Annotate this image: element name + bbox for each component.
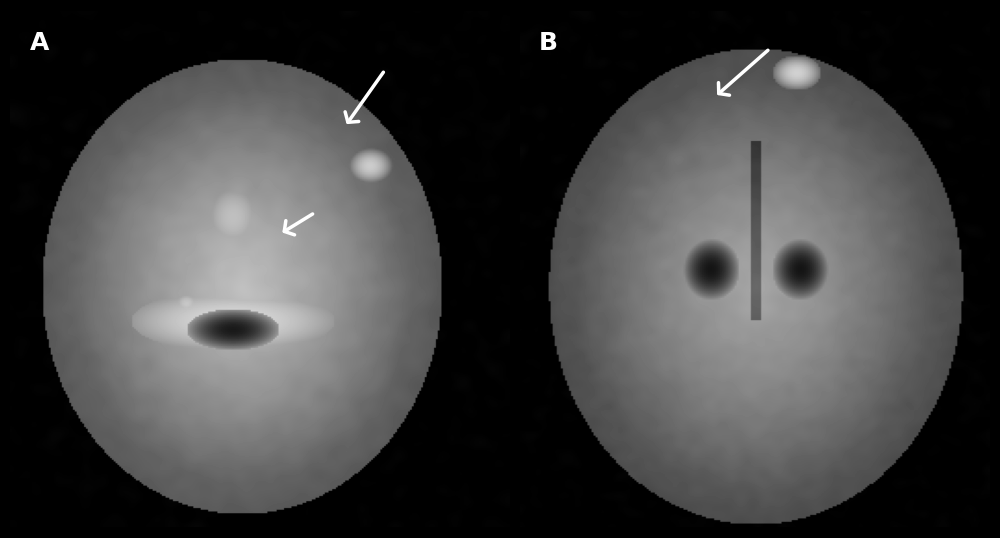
Text: B: B xyxy=(539,31,558,55)
Text: A: A xyxy=(30,31,49,55)
